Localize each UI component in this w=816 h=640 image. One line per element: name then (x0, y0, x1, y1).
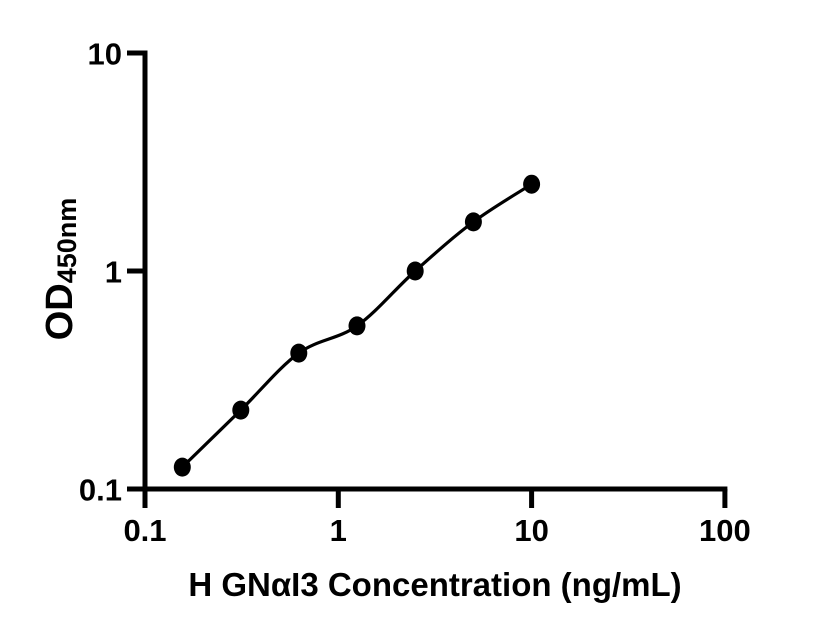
y-tick-label: 10 (88, 37, 122, 72)
x-tick-label: 0.1 (123, 513, 166, 548)
data-point-marker (406, 261, 424, 281)
y-tick-label: 0.1 (79, 473, 122, 508)
y-axis-title-main: OD (39, 283, 81, 341)
data-point-marker (173, 457, 191, 477)
x-tick-label: 10 (514, 513, 548, 548)
y-tick-label: 1 (105, 255, 122, 290)
data-point-marker (290, 343, 308, 363)
data-point-marker (464, 212, 482, 232)
x-tick-label: 100 (699, 513, 751, 548)
data-point-marker (232, 400, 250, 420)
x-axis-title: H GNαI3 Concentration (ng/mL) (188, 566, 682, 603)
y-axis-title: OD450nm (34, 119, 86, 419)
data-point-marker (523, 174, 541, 194)
y-axis-title-subscript: 450nm (52, 197, 82, 284)
x-tick-label: 1 (330, 513, 347, 548)
data-point-marker (348, 316, 366, 336)
